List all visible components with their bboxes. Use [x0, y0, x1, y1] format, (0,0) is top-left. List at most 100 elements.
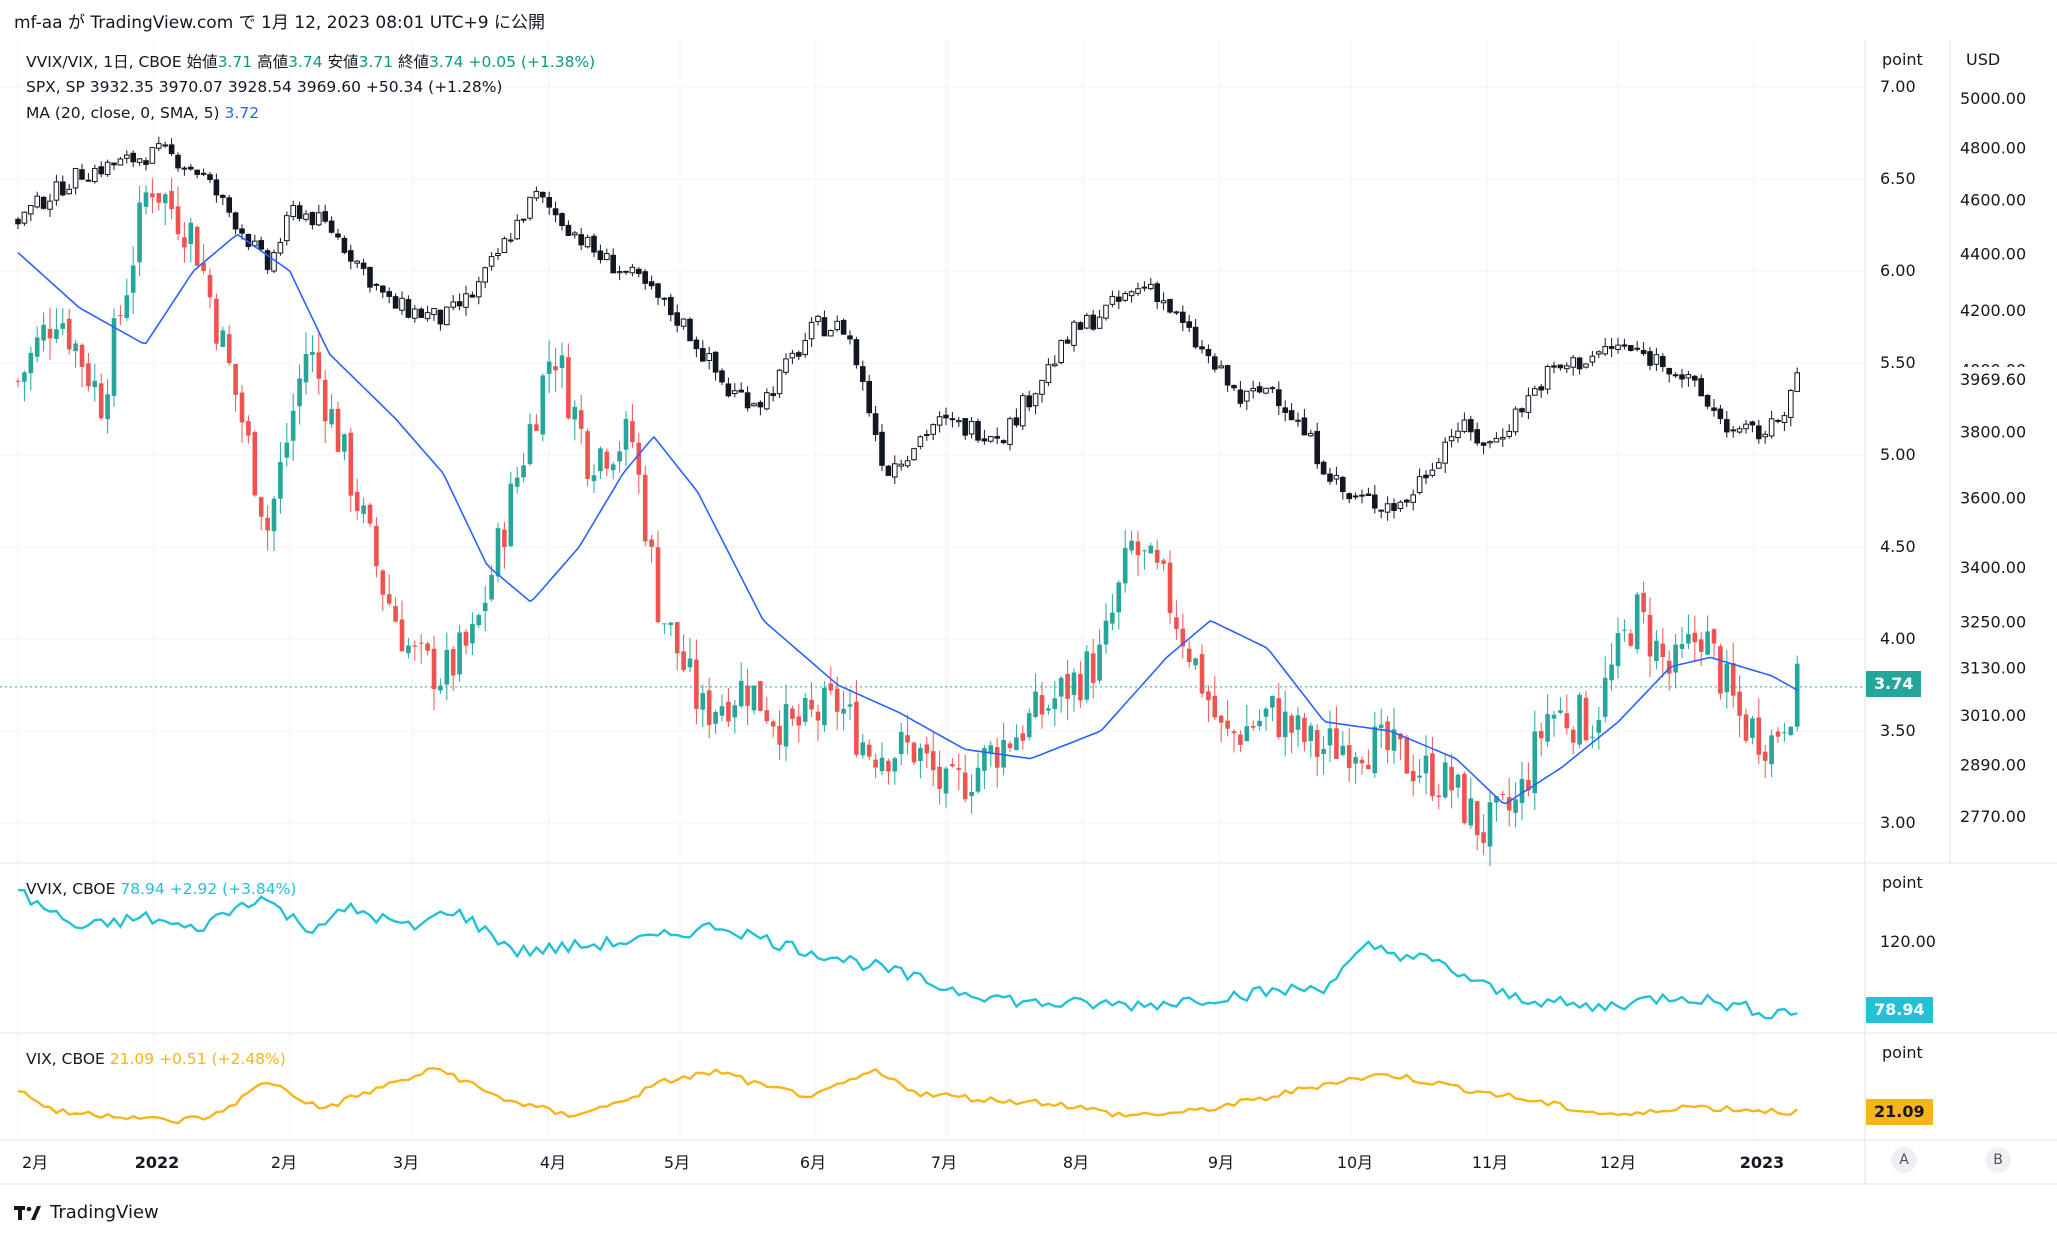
spx-body — [1256, 386, 1263, 393]
auto-scale-button[interactable]: A — [1891, 1147, 1917, 1173]
spx-body — [1544, 366, 1551, 390]
spx-body — [1148, 283, 1154, 290]
spx-body — [1244, 390, 1250, 402]
vvix-last-badge: 78.94 — [1866, 997, 1933, 1023]
candle-body — [22, 372, 27, 382]
spx-body — [341, 237, 348, 253]
spx-body — [380, 285, 386, 293]
spx-body — [418, 308, 424, 318]
spx-body — [437, 309, 444, 325]
usd-tick-label: 5000.00 — [1960, 89, 2026, 108]
candle-body — [1590, 736, 1595, 738]
close-label: 終値 — [398, 53, 430, 71]
candle-body — [1282, 711, 1288, 738]
spx-body — [674, 312, 681, 326]
spx-body — [680, 318, 687, 327]
spx-body — [130, 152, 136, 163]
main-legend: VVIX/VIX, 1日, CBOE 始値3.71 高値3.74 安値3.71 … — [26, 52, 595, 73]
candle-body — [476, 615, 482, 626]
candle-body — [1212, 695, 1218, 718]
spx-body — [802, 340, 809, 356]
candle-body — [156, 193, 162, 203]
candle-body — [1564, 713, 1570, 729]
spx-body — [412, 308, 418, 319]
low-label: 安値 — [327, 53, 359, 71]
candle-body — [1558, 710, 1563, 713]
candle-body — [1641, 592, 1646, 612]
spx-body — [719, 370, 725, 383]
candle-body — [854, 701, 859, 755]
spx-body — [1231, 385, 1237, 389]
spx-body — [700, 348, 706, 362]
candle-body — [322, 379, 328, 422]
candle-body — [1353, 757, 1358, 764]
candle-body — [175, 206, 181, 235]
vix-legend[interactable]: VIX, CBOE 21.09 +0.51 (+2.48%) — [26, 1049, 286, 1070]
candle-body — [553, 366, 558, 371]
spx-body — [808, 321, 815, 340]
x-tick-label: 5月 — [664, 1153, 690, 1172]
candle-body — [79, 344, 85, 367]
spx-body — [66, 188, 73, 195]
spx-body — [1480, 442, 1487, 446]
candle-body — [687, 658, 693, 668]
spx-body — [1756, 425, 1762, 440]
open-label: 始値 — [186, 53, 218, 71]
candle-body — [290, 410, 296, 441]
candle-body — [834, 688, 840, 712]
spx-body — [1436, 462, 1442, 469]
spx-body — [1212, 356, 1218, 370]
candle-body — [271, 498, 277, 532]
spx-body — [232, 212, 239, 230]
candle-body — [1673, 644, 1678, 673]
candle-body — [1206, 691, 1211, 701]
spx-body — [904, 460, 911, 467]
spx-body — [1103, 304, 1109, 319]
candle-body — [1257, 720, 1262, 727]
usd-tick-label: 4200.00 — [1960, 301, 2026, 320]
log-scale-button[interactable]: B — [1985, 1147, 2011, 1173]
spx-body — [1064, 339, 1071, 344]
candle-body — [841, 708, 846, 714]
x-tick-label: 4月 — [540, 1153, 566, 1172]
spx-body — [911, 448, 917, 461]
spx-body — [1263, 387, 1269, 394]
spx-body — [1346, 493, 1353, 500]
spx-body — [789, 352, 796, 359]
spx-body — [872, 413, 879, 436]
spx-legend[interactable]: SPX, SP 3932.35 3970.07 3928.54 3969.60 … — [26, 77, 502, 98]
spx-body — [1109, 295, 1116, 305]
spx-body — [552, 208, 559, 216]
candle-body — [1314, 730, 1320, 757]
spx-body — [629, 266, 636, 274]
spx-body — [1397, 501, 1404, 509]
candle-body — [1410, 771, 1416, 782]
candle-body — [719, 706, 725, 716]
candle-body — [1334, 728, 1339, 759]
candle-body — [1750, 718, 1755, 738]
spx-body — [1052, 363, 1058, 367]
vvix-legend[interactable]: VVIX, CBOE 78.94 +2.92 (+3.84%) — [26, 879, 296, 900]
spx-body — [988, 436, 994, 442]
spx-body — [687, 318, 693, 342]
candle-body — [399, 619, 405, 652]
spx-body — [1461, 419, 1468, 433]
main-last-badge: 3.74 — [1866, 671, 1922, 697]
spx-body — [1160, 300, 1167, 304]
candle-body — [1340, 745, 1346, 755]
spx-body — [757, 401, 764, 408]
x-tick-label: 2月 — [22, 1153, 48, 1172]
spx-body — [706, 353, 713, 361]
ma-legend[interactable]: MA (20, close, 0, SMA, 5) 3.72 — [26, 103, 259, 124]
candle-body — [169, 190, 174, 210]
candle-body — [386, 594, 392, 604]
spx-body — [514, 219, 521, 240]
spx-body — [1666, 367, 1673, 375]
candle-body — [226, 334, 232, 364]
candle-body — [1366, 764, 1371, 770]
change-value: +0.05 (+1.38%) — [468, 53, 596, 71]
candle-body — [572, 406, 578, 420]
candle-body — [1250, 725, 1256, 728]
main-legend-symbol[interactable]: VVIX/VIX, 1日, CBOE — [26, 53, 182, 71]
